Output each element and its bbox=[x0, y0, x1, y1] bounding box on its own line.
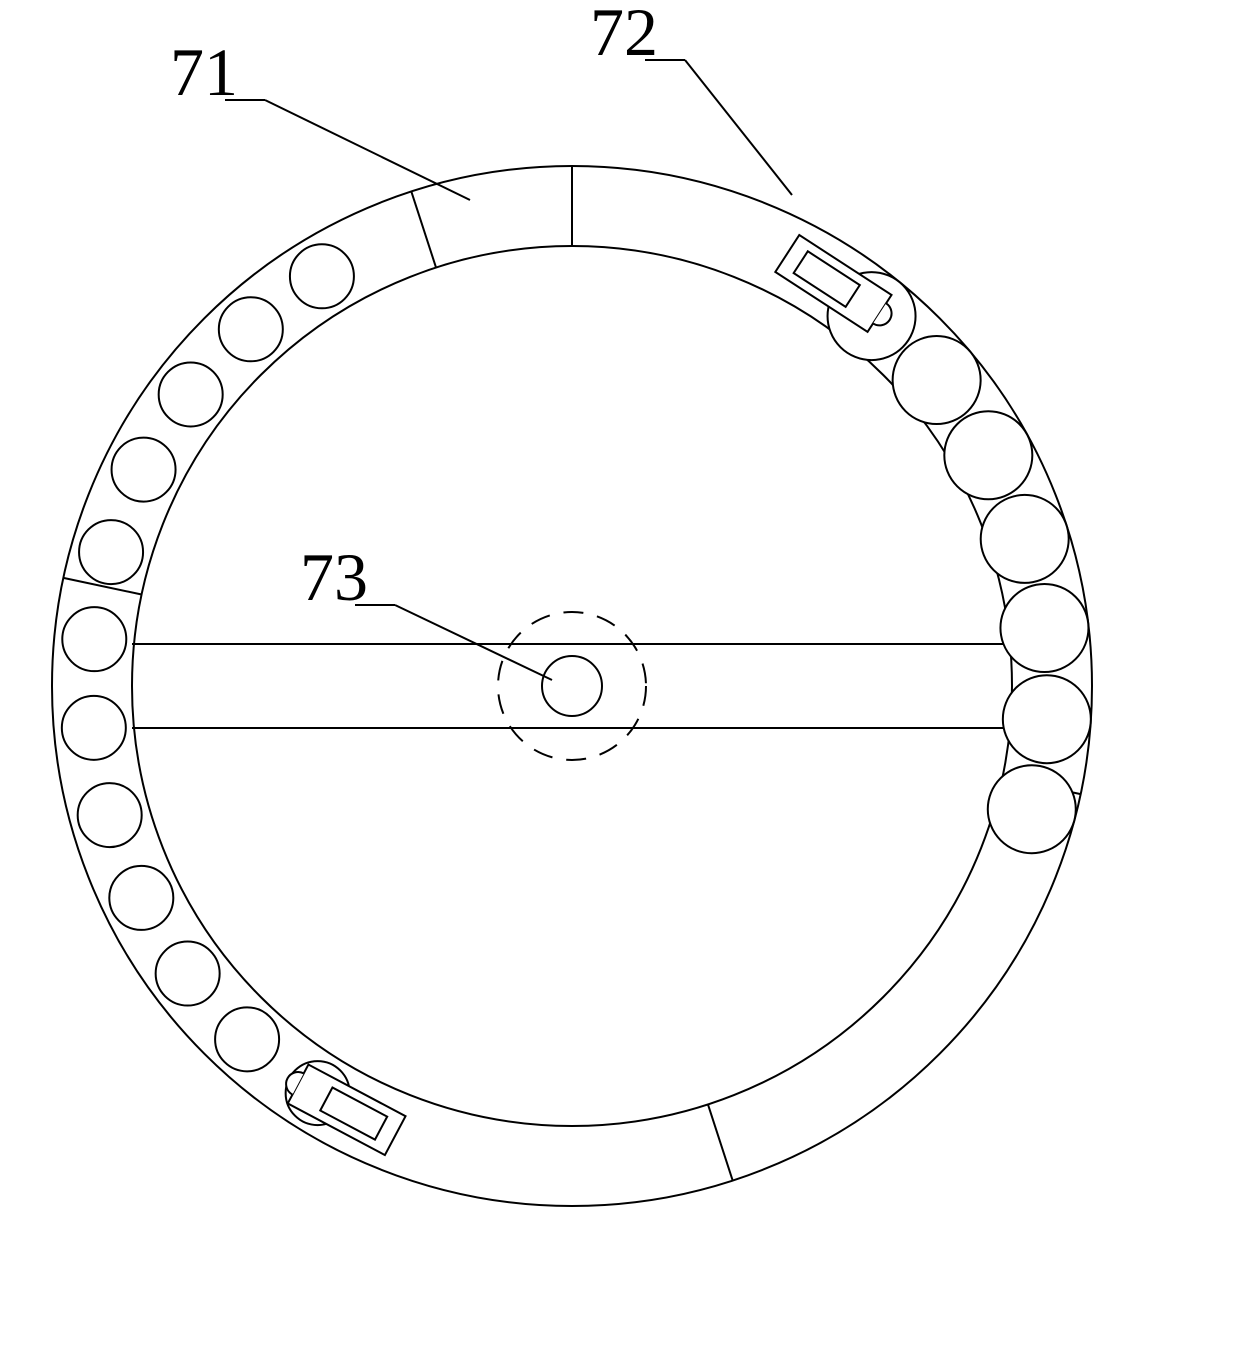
left-ball-2 bbox=[156, 942, 220, 1006]
left-ball-5 bbox=[62, 696, 126, 760]
label-72: 72 bbox=[590, 0, 792, 195]
left-ball-6 bbox=[62, 607, 126, 671]
right-ball-1 bbox=[1003, 675, 1091, 763]
right-ball-0 bbox=[988, 765, 1076, 853]
right-ball-4 bbox=[944, 411, 1032, 499]
left-ball-11 bbox=[290, 244, 354, 308]
label-text-72: 72 bbox=[590, 0, 658, 70]
right-ball-5 bbox=[893, 336, 981, 424]
left-ball-9 bbox=[159, 362, 223, 426]
label-71: 71 bbox=[170, 34, 470, 200]
right-ball-2 bbox=[1000, 584, 1088, 672]
hub-center bbox=[542, 656, 602, 716]
left-ball-8 bbox=[112, 438, 176, 502]
left-ball-4 bbox=[78, 783, 142, 847]
left-ball-1 bbox=[215, 1007, 279, 1071]
label-text-73: 73 bbox=[300, 539, 368, 615]
label-text-71: 71 bbox=[170, 34, 238, 110]
right-ball-3 bbox=[981, 495, 1069, 583]
left-ball-10 bbox=[219, 297, 283, 361]
left-ball-7 bbox=[79, 520, 143, 584]
left-ball-3 bbox=[109, 866, 173, 930]
